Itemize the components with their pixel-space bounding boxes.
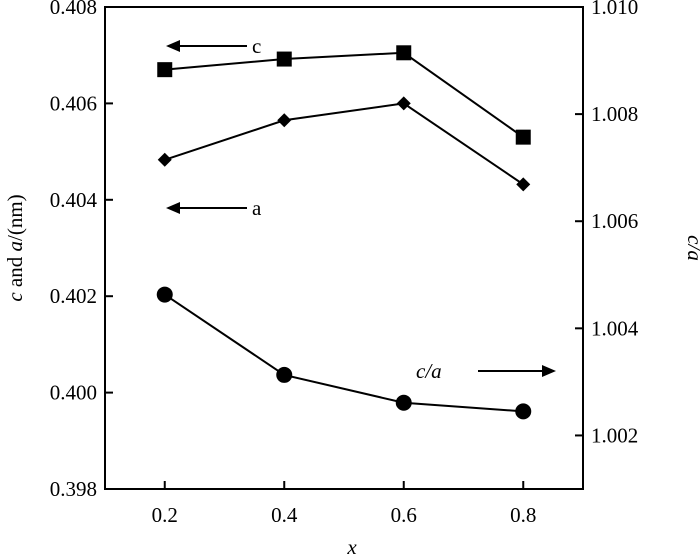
left-tick-label: 0.404	[50, 188, 98, 212]
point-ca	[156, 286, 173, 303]
point-c	[157, 62, 173, 78]
left-axis-ticks: 0.398 0.400 0.402 0.404 0.406 0.408	[50, 0, 113, 501]
point-c	[396, 45, 412, 61]
right-axis-title: c/a	[683, 235, 700, 261]
x-tick-label: 0.2	[152, 503, 178, 527]
point-c	[515, 129, 531, 145]
point-a	[157, 152, 172, 167]
series-ca-line	[164, 293, 524, 413]
series-a-line	[164, 102, 524, 186]
annotation-ca-arrowhead	[542, 365, 556, 377]
series-layer	[156, 45, 532, 420]
series-a	[157, 96, 531, 192]
left-tick-label: 0.400	[50, 381, 97, 405]
series-c-line	[164, 51, 524, 138]
left-axis-title: c and a/(nm)	[3, 194, 27, 301]
annotation-c-arrowhead	[166, 40, 180, 52]
right-tick-label: 1.010	[591, 0, 638, 19]
left-tick-label: 0.406	[50, 91, 97, 115]
right-tick-label: 1.006	[591, 209, 638, 233]
point-ca	[515, 403, 532, 420]
annotation-a-label: a	[252, 196, 262, 220]
x-axis-title: x	[346, 535, 357, 558]
right-axis-ticks: 1.002 1.004 1.006 1.008 1.010	[575, 0, 639, 447]
left-tick-label: 0.402	[50, 284, 97, 308]
point-a	[516, 177, 531, 192]
x-tick-label: 0.4	[271, 503, 298, 527]
point-ca	[276, 366, 293, 383]
point-a	[277, 113, 292, 128]
right-tick-label: 1.004	[591, 316, 639, 340]
point-c	[276, 51, 292, 67]
series-ca	[156, 286, 532, 420]
right-tick-label: 1.002	[591, 423, 638, 447]
series-c	[157, 45, 531, 145]
left-tick-label: 0.408	[50, 0, 97, 19]
annotation-a-arrowhead	[166, 202, 180, 214]
plot-frame	[104, 6, 584, 490]
annotation-ca-label: c/a	[416, 359, 442, 383]
annotation-c: c	[166, 34, 261, 58]
annotation-c-label: c	[252, 34, 261, 58]
annotation-ca: c/a	[416, 359, 556, 383]
x-tick-label: 0.8	[510, 503, 536, 527]
left-tick-label: 0.398	[50, 477, 97, 501]
right-tick-label: 1.008	[591, 102, 638, 126]
point-ca	[395, 394, 412, 411]
x-tick-label: 0.6	[391, 503, 417, 527]
annotation-a: a	[166, 196, 262, 220]
point-a	[396, 96, 411, 111]
x-axis-ticks: 0.2 0.4 0.6 0.8	[152, 481, 536, 527]
